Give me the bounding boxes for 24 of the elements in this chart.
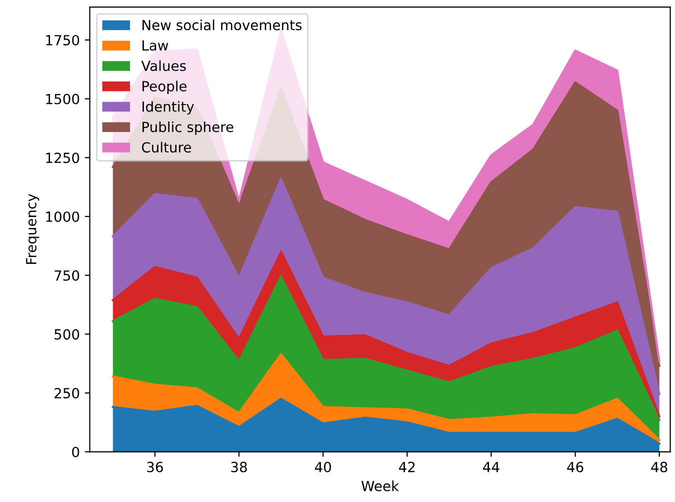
legend-label: Values (141, 60, 186, 72)
x-tick-label: 40 (314, 462, 331, 472)
legend-label: Identity (142, 101, 194, 115)
y-tick-label: 250 (54, 388, 80, 398)
x-tick-label: 44 (483, 462, 500, 472)
y-axis-title: Frequency (26, 194, 40, 264)
legend-label: Culture (142, 142, 191, 153)
x-axis-title: Week (361, 480, 400, 492)
x-tick-label: 48 (651, 462, 668, 472)
y-tick-label: 1500 (46, 94, 80, 104)
y-tick-label: 1250 (46, 152, 80, 164)
x-tick-label: 46 (567, 462, 584, 472)
legend-label: Public sphere (142, 121, 234, 135)
y-tick-label: 1750 (46, 34, 80, 46)
y-tick-label: 0 (72, 446, 80, 458)
y-tick-label: 500 (54, 329, 80, 340)
x-tick-label: 42 (398, 462, 415, 472)
y-tick-label: 750 (54, 270, 80, 281)
legend-label: Law (142, 40, 168, 51)
y-tick-label: 1000 (46, 211, 80, 222)
legend-label: New social movements (142, 20, 302, 30)
x-tick-label: 36 (147, 462, 163, 472)
legend-label: People (142, 80, 187, 94)
x-tick-label: 38 (231, 462, 247, 472)
